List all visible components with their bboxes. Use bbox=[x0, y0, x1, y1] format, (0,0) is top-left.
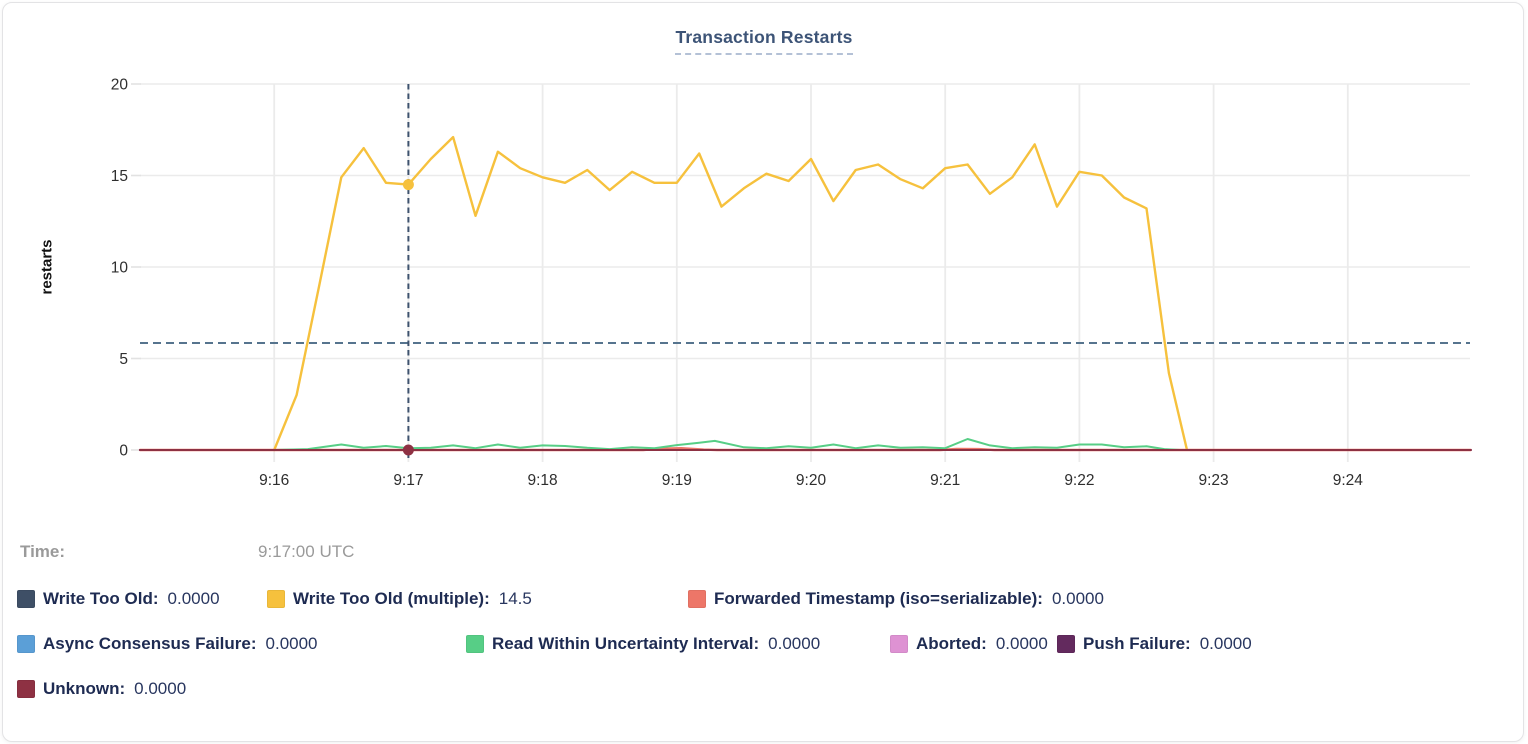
x-tick-label: 9:24 bbox=[1333, 472, 1364, 489]
legend-swatch-forwarded-timestamp bbox=[688, 590, 706, 608]
legend-swatch-aborted bbox=[890, 635, 908, 653]
legend-item-unknown: Unknown: 0.0000 bbox=[17, 679, 186, 699]
legend-value: 0.0000 bbox=[134, 679, 187, 698]
legend-swatch-unknown bbox=[17, 680, 35, 698]
x-tick-label: 9:17 bbox=[393, 472, 423, 489]
x-tick-label: 9:20 bbox=[796, 472, 827, 489]
x-tick-label: 9:23 bbox=[1199, 472, 1229, 489]
legend-swatch-async-consensus-failure bbox=[17, 635, 35, 653]
legend-label: Write Too Old (multiple): bbox=[293, 589, 490, 608]
legend-item-push-failure: Push Failure: 0.0000 bbox=[1057, 634, 1252, 654]
y-tick-label: 20 bbox=[111, 77, 129, 94]
x-tick-label: 9:21 bbox=[930, 472, 960, 489]
hover-time-label: Time: bbox=[20, 542, 66, 561]
legend-swatch-write-too-old bbox=[17, 590, 35, 608]
y-tick-label: 15 bbox=[111, 168, 128, 185]
legend-value: 0.0000 bbox=[265, 634, 318, 653]
legend-swatch-read-within-uncertainty bbox=[466, 635, 484, 653]
legend-label: Forwarded Timestamp (iso=serializable): bbox=[714, 589, 1043, 608]
legend-label: Aborted: bbox=[916, 634, 987, 653]
legend-label: Read Within Uncertainty Interval: bbox=[492, 634, 760, 653]
legend-label: Async Consensus Failure: bbox=[43, 634, 257, 653]
legend-value: 0.0000 bbox=[1051, 589, 1104, 608]
legend-label: Unknown: bbox=[43, 679, 126, 698]
legend-item-write-too-old: Write Too Old: 0.0000 bbox=[17, 589, 220, 609]
legend-label: Push Failure: bbox=[1083, 634, 1191, 653]
chart-title[interactable]: Transaction Restarts bbox=[675, 27, 853, 55]
legend-label: Write Too Old: bbox=[43, 589, 159, 608]
x-tick-label: 9:18 bbox=[528, 472, 558, 489]
legend-item-write-too-old-multiple: Write Too Old (multiple): 14.5 bbox=[267, 589, 532, 609]
legend-item-forwarded-timestamp: Forwarded Timestamp (iso=serializable): … bbox=[688, 589, 1104, 609]
x-tick-label: 9:19 bbox=[662, 472, 692, 489]
y-tick-label: 5 bbox=[119, 351, 128, 368]
legend-item-aborted: Aborted: 0.0000 bbox=[890, 634, 1048, 654]
chart-canvas[interactable]: 0 5 10 15 20 9:16 9:17 9:18 9:19 9:20 9:21 9:22 9:23… bbox=[0, 0, 1528, 520]
legend-value: 0.0000 bbox=[768, 634, 821, 653]
x-tick-label: 9:16 bbox=[259, 472, 289, 489]
y-tick-label: 10 bbox=[111, 260, 129, 277]
series-line-write-too-old-multiple bbox=[273, 135, 1189, 452]
legend-value: 0.0000 bbox=[167, 589, 220, 608]
hover-time-value: 9:17:00 UTC bbox=[258, 542, 355, 561]
legend-item-read-within-uncertainty: Read Within Uncertainty Interval: 0.0000 bbox=[466, 634, 820, 654]
legend-value: 0.0000 bbox=[1199, 634, 1252, 653]
legend-value: 14.5 bbox=[498, 589, 532, 608]
legend-item-async-consensus-failure: Async Consensus Failure: 0.0000 bbox=[17, 634, 318, 654]
legend-swatch-write-too-old-multiple bbox=[267, 590, 285, 608]
y-axis-label: restarts bbox=[38, 239, 56, 295]
hover-dot-unknown bbox=[402, 444, 414, 456]
x-tick-label: 9:22 bbox=[1064, 472, 1094, 489]
y-tick-label: 0 bbox=[119, 443, 128, 460]
series-line-read-within-uncertainty-interval bbox=[273, 438, 1181, 451]
legend-value: 0.0000 bbox=[995, 634, 1048, 653]
legend-swatch-push-failure bbox=[1057, 635, 1075, 653]
hover-dot-write-too-old-multiple bbox=[402, 179, 414, 191]
chart-header: Transaction Restarts bbox=[0, 27, 1528, 55]
